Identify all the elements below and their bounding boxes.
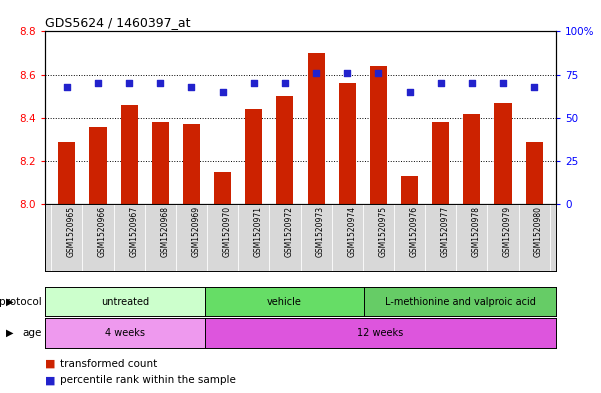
Text: untreated: untreated — [101, 297, 149, 307]
Bar — [152, 122, 169, 204]
Text: ■: ■ — [45, 375, 59, 386]
Point — [467, 80, 477, 86]
Text: GSM1520974: GSM1520974 — [347, 206, 356, 257]
Text: 12 weeks: 12 weeks — [357, 328, 403, 338]
Point — [124, 80, 134, 86]
Bar — [205, 287, 364, 316]
Text: GSM1520966: GSM1520966 — [98, 206, 107, 257]
Text: GSM1520965: GSM1520965 — [67, 206, 76, 257]
Text: transformed count: transformed count — [60, 358, 157, 369]
Point — [436, 80, 445, 86]
Text: GSM1520979: GSM1520979 — [503, 206, 512, 257]
Bar — [45, 318, 205, 348]
Bar — [338, 83, 356, 204]
Point — [62, 84, 72, 90]
Point — [280, 80, 290, 86]
Text: vehicle: vehicle — [267, 297, 302, 307]
Point — [93, 80, 103, 86]
Point — [187, 84, 197, 90]
Bar — [276, 96, 293, 204]
Point — [404, 89, 414, 95]
Text: L-methionine and valproic acid: L-methionine and valproic acid — [385, 297, 535, 307]
Bar — [45, 287, 205, 316]
Point — [343, 70, 352, 76]
Text: GSM1520970: GSM1520970 — [222, 206, 231, 257]
Text: GSM1520968: GSM1520968 — [160, 206, 169, 257]
Bar — [90, 127, 106, 204]
Text: GSM1520973: GSM1520973 — [316, 206, 325, 257]
Text: GSM1520980: GSM1520980 — [534, 206, 543, 257]
Bar — [495, 103, 511, 204]
Point — [311, 70, 321, 76]
Bar — [214, 172, 231, 204]
Point — [249, 80, 258, 86]
Text: GSM1520972: GSM1520972 — [285, 206, 294, 257]
Text: GSM1520971: GSM1520971 — [254, 206, 263, 257]
Bar — [121, 105, 138, 204]
Point — [218, 89, 227, 95]
Bar — [401, 176, 418, 204]
Text: GSM1520977: GSM1520977 — [441, 206, 450, 257]
Bar — [183, 125, 200, 204]
Bar — [370, 66, 387, 204]
Text: age: age — [23, 328, 42, 338]
Bar — [58, 142, 76, 204]
Bar — [308, 53, 325, 204]
Text: protocol: protocol — [0, 297, 42, 307]
Bar — [205, 318, 556, 348]
Text: GSM1520975: GSM1520975 — [379, 206, 388, 257]
Bar — [463, 114, 480, 204]
Point — [374, 70, 383, 76]
Point — [498, 80, 508, 86]
Point — [529, 84, 539, 90]
Text: GDS5624 / 1460397_at: GDS5624 / 1460397_at — [45, 16, 191, 29]
Text: ▶: ▶ — [6, 297, 13, 307]
Text: ■: ■ — [45, 358, 59, 369]
Point — [156, 80, 165, 86]
Text: 4 weeks: 4 weeks — [105, 328, 145, 338]
Bar — [525, 142, 543, 204]
Bar — [432, 122, 449, 204]
Text: GSM1520976: GSM1520976 — [409, 206, 418, 257]
Text: GSM1520978: GSM1520978 — [472, 206, 481, 257]
Text: percentile rank within the sample: percentile rank within the sample — [60, 375, 236, 386]
Text: ▶: ▶ — [6, 328, 13, 338]
Bar — [364, 287, 556, 316]
Bar — [245, 109, 263, 204]
Text: GSM1520969: GSM1520969 — [192, 206, 201, 257]
Text: GSM1520967: GSM1520967 — [129, 206, 138, 257]
